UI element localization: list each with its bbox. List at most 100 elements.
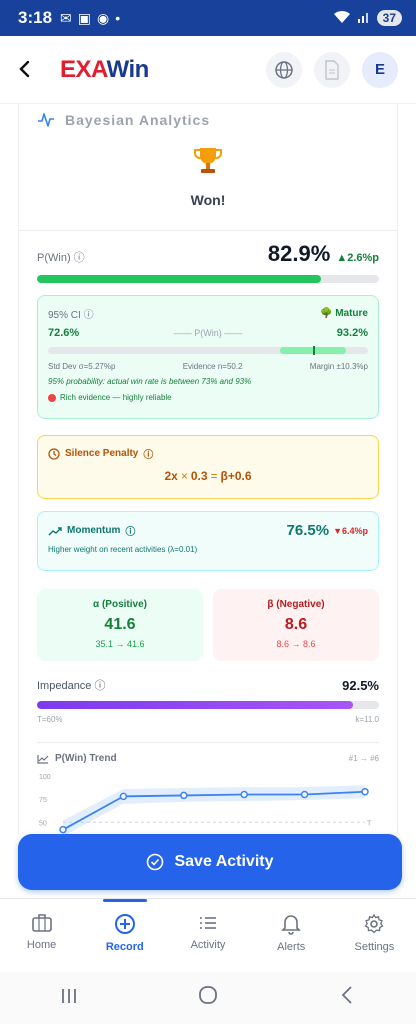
evidence-stat: Evidence n=50.2: [182, 362, 243, 371]
alpha-beta-row: α (Positive) 41.6 35.1 → 41.6 β (Negativ…: [37, 589, 379, 661]
save-activity-label: Save Activity: [174, 853, 274, 870]
app-header: EXAWin E: [0, 36, 416, 104]
confidence-band: [63, 785, 365, 834]
beta-title: β (Negative): [267, 599, 325, 610]
trend-point: [240, 790, 248, 799]
alpha-value: 41.6: [104, 616, 136, 633]
wifi-icon: [333, 10, 351, 27]
gear-icon: [364, 913, 384, 934]
beta-card: β (Negative) 8.6 8.6 → 8.6: [213, 589, 379, 661]
bottom-navigation: Home Record Activity Alerts Settings: [0, 898, 416, 972]
trend-chart: 255075100T: [37, 770, 379, 834]
pwin-progress-bar: [37, 275, 379, 283]
margin-stat: Margin ±10.3%p: [309, 362, 368, 371]
y-tick-label: 75: [39, 797, 47, 804]
system-navigation-bar: [0, 972, 416, 1024]
nav-settings[interactable]: Settings: [333, 899, 416, 972]
ci-note: 95% probability: actual win rate is betw…: [48, 377, 252, 386]
momentum-card: Momentum ⓘ 76.5% ▼6.4%p Higher weight on…: [37, 511, 379, 571]
status-time: 3:18: [18, 8, 53, 27]
dot-icon: •: [115, 10, 121, 26]
pwin-value: 82.9%: [267, 241, 331, 266]
impedance-label: Impedance ⓘ: [37, 680, 106, 692]
back-system-button[interactable]: [327, 985, 367, 1011]
nav-record[interactable]: Record: [83, 899, 166, 972]
recents-icon: [62, 989, 77, 1003]
app-logo: EXAWin: [60, 55, 149, 83]
trend-range: #1 → #6: [348, 754, 379, 763]
impedance-row: Impedance ⓘ 92.5%: [19, 677, 397, 693]
home-system-button[interactable]: [188, 985, 228, 1011]
pwin-delta: ▲2.6%p: [336, 252, 379, 264]
divider: [19, 230, 397, 231]
pwin-progress-fill: [37, 275, 321, 283]
chevron-left-icon: [19, 60, 30, 78]
ci-low-value: 72.6%: [48, 327, 80, 339]
back-arrow-icon: [341, 986, 352, 1004]
trend-up-icon: [48, 526, 62, 535]
momentum-subtitle: Higher weight on recent activities (λ=0.…: [48, 545, 198, 554]
briefcase-icon: [31, 914, 52, 932]
momentum-value: 76.5%: [286, 522, 330, 539]
home-circle-icon: [199, 986, 217, 1004]
document-button[interactable]: [314, 51, 350, 88]
ci-label: 95% CI ⓘ: [48, 310, 94, 321]
tree-icon: 🌳: [319, 308, 333, 319]
ci-middle-label: —— P(Win) ——: [173, 328, 243, 338]
trend-header: P(Win) Trend #1 → #6: [37, 742, 379, 764]
momentum-delta: ▼6.4%p: [333, 525, 368, 536]
nav-alerts[interactable]: Alerts: [250, 899, 333, 972]
mail-icon: ✉: [60, 9, 72, 26]
ci-high-value: 93.2%: [336, 327, 368, 339]
battery-indicator: 37: [376, 10, 402, 26]
trend-point: [300, 790, 309, 799]
bell-icon: [281, 915, 302, 935]
y-tick-label: 100: [39, 774, 51, 781]
trend-title: P(Win) Trend: [55, 753, 117, 764]
alpha-change: 35.1 → 41.6: [95, 639, 145, 649]
clock-icon: [48, 447, 60, 460]
trend-point: [59, 825, 67, 834]
globe-icon: [275, 60, 293, 79]
trend-point: [361, 787, 369, 796]
alpha-title: α (Positive): [93, 599, 147, 610]
threshold-label: T: [367, 820, 372, 827]
check-circle-icon: [147, 853, 164, 871]
app-notification-icon: ◉: [97, 9, 110, 26]
pwin-trend-line: [62, 790, 366, 831]
nav-activity[interactable]: Activity: [166, 899, 249, 972]
save-activity-button[interactable]: Save Activity: [18, 834, 402, 890]
analytics-panel: Bayesian Analytics Won! P(Win) ⓘ 82.9% ▲…: [18, 104, 398, 834]
list-icon: [200, 917, 216, 929]
trend-chart-svg: 255075100T: [39, 774, 372, 834]
screen-record-icon: ▣: [77, 9, 91, 26]
beta-value: 8.6: [284, 616, 308, 633]
impedance-progress-bar: [37, 701, 379, 709]
impedance-value: 92.5%: [342, 677, 379, 693]
ci-point-marker: [313, 346, 316, 355]
impedance-progress-fill: [37, 701, 354, 709]
impedance-k: k=11.0: [355, 715, 379, 724]
y-tick-label: 50: [39, 820, 47, 827]
trend-point: [180, 791, 188, 800]
notification-icons: ✉ ▣ ◉ •: [60, 10, 120, 27]
pulse-icon: [38, 113, 54, 127]
line-chart-icon: [37, 754, 49, 764]
momentum-title: Momentum ⓘ: [48, 523, 135, 538]
pwin-row: P(Win) ⓘ 82.9% ▲2.6%p: [19, 241, 397, 267]
beta-change: 8.6 → 8.6: [276, 639, 316, 649]
trophy-icon: [19, 144, 397, 184]
trend-point: [119, 792, 128, 801]
silence-penalty-card: Silence Penalty ⓘ 2x × 0.3 = β+0.6: [37, 435, 379, 499]
target-icon: [48, 393, 56, 402]
recents-button[interactable]: [49, 985, 89, 1011]
nav-home[interactable]: Home: [0, 899, 83, 972]
user-avatar[interactable]: E: [362, 51, 398, 88]
back-button[interactable]: [18, 54, 46, 85]
silence-penalty-title: Silence Penalty ⓘ: [48, 446, 368, 461]
pwin-label: P(Win) ⓘ: [37, 252, 85, 264]
outcome-label: Won!: [190, 192, 226, 208]
language-button[interactable]: [266, 51, 302, 88]
impedance-threshold: T=60%: [37, 715, 63, 724]
ci-range-bar: [48, 346, 368, 355]
